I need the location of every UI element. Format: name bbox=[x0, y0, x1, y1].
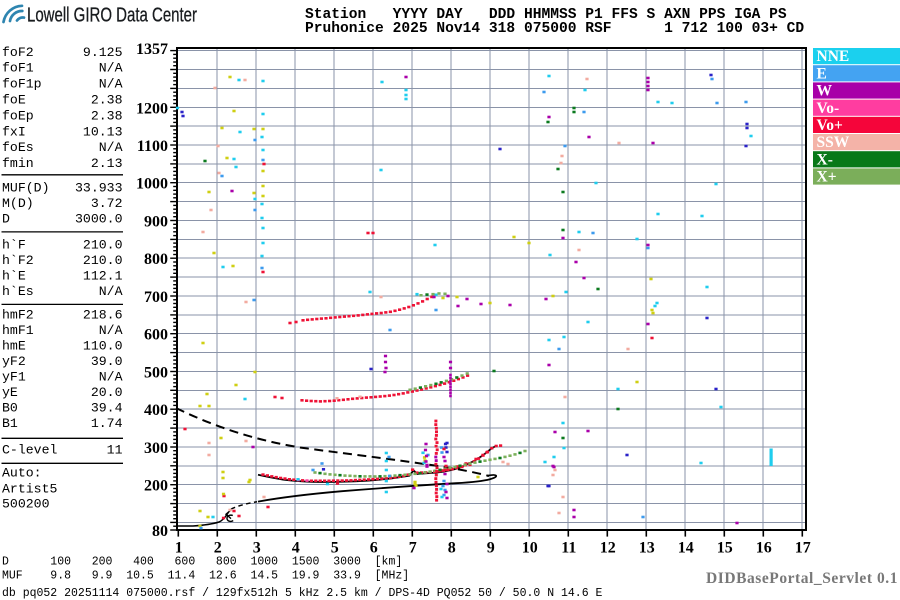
svg-text:2.38: 2.38 bbox=[91, 108, 123, 123]
svg-text:X+: X+ bbox=[817, 169, 837, 186]
svg-text:D: D bbox=[2, 212, 10, 227]
svg-text:800: 800 bbox=[144, 251, 168, 268]
svg-text:1200: 1200 bbox=[136, 100, 168, 117]
svg-text:9: 9 bbox=[487, 540, 495, 557]
svg-text:6: 6 bbox=[370, 540, 378, 557]
svg-text:fxI: fxI bbox=[2, 124, 26, 139]
svg-text:14: 14 bbox=[678, 540, 694, 557]
svg-text:3000.0: 3000.0 bbox=[75, 212, 123, 227]
svg-text:12: 12 bbox=[600, 540, 616, 557]
svg-text:N/A: N/A bbox=[99, 61, 123, 76]
svg-text:110.0: 110.0 bbox=[83, 339, 123, 354]
svg-text:foE: foE bbox=[2, 93, 26, 108]
svg-text:N/A: N/A bbox=[99, 323, 123, 338]
svg-text:17: 17 bbox=[795, 540, 811, 557]
svg-text:3.72: 3.72 bbox=[91, 196, 123, 211]
svg-text:N/A: N/A bbox=[99, 140, 123, 155]
svg-text:500200: 500200 bbox=[2, 497, 50, 512]
svg-text:300: 300 bbox=[144, 440, 168, 457]
svg-text:210.0: 210.0 bbox=[83, 253, 123, 268]
svg-text:h`E: h`E bbox=[2, 268, 26, 283]
svg-text:600: 600 bbox=[144, 327, 168, 344]
svg-text:E: E bbox=[817, 65, 827, 82]
svg-text:MUF 9.8 9.9 10.5 11.4: MUF 9.8 9.9 10.5 11.4 12.6 14.5 19.9 33.… bbox=[2, 569, 409, 582]
svg-text:h`Es: h`Es bbox=[2, 284, 34, 299]
svg-text:2.13: 2.13 bbox=[91, 156, 123, 171]
svg-text:yF2: yF2 bbox=[2, 354, 26, 369]
svg-text:1.74: 1.74 bbox=[91, 416, 123, 431]
svg-text:1357: 1357 bbox=[136, 41, 168, 58]
svg-text:C-level: C-level bbox=[2, 442, 57, 457]
svg-text:33.933: 33.933 bbox=[75, 180, 123, 195]
svg-text:hmF2: hmF2 bbox=[2, 308, 34, 323]
svg-text:h`F2: h`F2 bbox=[2, 253, 34, 268]
svg-text:foF1p: foF1p bbox=[2, 77, 42, 92]
svg-text:Vo-: Vo- bbox=[817, 100, 840, 117]
svg-text:DIDBasePortal_Servlet 0.1: DIDBasePortal_Servlet 0.1 bbox=[706, 570, 898, 587]
svg-text:foF2: foF2 bbox=[2, 45, 34, 60]
svg-text:Pruhonice 2025 Nov14 318 07500: Pruhonice 2025 Nov14 318 075000 RSF 1 71… bbox=[305, 21, 804, 37]
svg-text:B1: B1 bbox=[2, 416, 18, 431]
svg-text:1: 1 bbox=[175, 540, 183, 557]
svg-text:2: 2 bbox=[214, 540, 222, 557]
svg-text:10.13: 10.13 bbox=[83, 124, 123, 139]
svg-text:210.0: 210.0 bbox=[83, 238, 123, 253]
svg-text:500: 500 bbox=[144, 364, 168, 381]
svg-text:W: W bbox=[817, 83, 833, 100]
svg-text:39.0: 39.0 bbox=[91, 354, 123, 369]
svg-text:13: 13 bbox=[639, 540, 655, 557]
svg-text:15: 15 bbox=[717, 540, 733, 557]
svg-text:7: 7 bbox=[409, 540, 417, 557]
svg-text:Lowell GIRO Data Center: Lowell GIRO Data Center bbox=[27, 3, 197, 26]
svg-text:B0: B0 bbox=[2, 401, 18, 416]
svg-text:M(D): M(D) bbox=[2, 196, 34, 211]
svg-text:X-: X- bbox=[817, 151, 833, 168]
svg-text:200: 200 bbox=[144, 478, 168, 495]
svg-text:N/A: N/A bbox=[99, 284, 123, 299]
svg-text:db pq052 20251114 075000.rsf /: db pq052 20251114 075000.rsf / 129fx512h… bbox=[2, 587, 602, 600]
svg-text:11: 11 bbox=[561, 540, 576, 557]
svg-text:NNE: NNE bbox=[817, 48, 850, 65]
svg-text:foEs: foEs bbox=[2, 140, 34, 155]
svg-text:16: 16 bbox=[756, 540, 772, 557]
svg-text:8: 8 bbox=[448, 540, 456, 557]
svg-text:5: 5 bbox=[331, 540, 339, 557]
svg-text:900: 900 bbox=[144, 213, 168, 230]
svg-text:4: 4 bbox=[292, 540, 300, 557]
svg-text:yE: yE bbox=[2, 385, 18, 400]
svg-text:N/A: N/A bbox=[99, 77, 123, 92]
svg-text:yF1: yF1 bbox=[2, 370, 26, 385]
svg-text:11: 11 bbox=[107, 442, 123, 457]
svg-text:39.4: 39.4 bbox=[91, 401, 123, 416]
svg-text:foEp: foEp bbox=[2, 108, 34, 123]
svg-text:foF1: foF1 bbox=[2, 61, 34, 76]
svg-text:Auto:: Auto: bbox=[2, 466, 42, 481]
svg-text:20.0: 20.0 bbox=[91, 385, 123, 400]
svg-text:N/A: N/A bbox=[99, 370, 123, 385]
svg-text:700: 700 bbox=[144, 289, 168, 306]
svg-text:Artist5: Artist5 bbox=[2, 481, 57, 496]
svg-text:h`F: h`F bbox=[2, 238, 26, 253]
svg-text:1100: 1100 bbox=[137, 138, 168, 155]
svg-text:hmE: hmE bbox=[2, 339, 26, 354]
svg-text:SSW: SSW bbox=[817, 134, 850, 151]
svg-text:1000: 1000 bbox=[136, 176, 168, 193]
svg-text:10: 10 bbox=[522, 540, 538, 557]
svg-text:218.6: 218.6 bbox=[83, 308, 123, 323]
svg-text:2.38: 2.38 bbox=[91, 93, 123, 108]
svg-text:Station YYYY DAY DDD HHMMS: Station YYYY DAY DDD HHMMSS P1 FFS S AXN… bbox=[305, 7, 787, 23]
svg-text:400: 400 bbox=[144, 402, 168, 419]
svg-text:fmin: fmin bbox=[2, 156, 34, 171]
svg-text:MUF(D): MUF(D) bbox=[2, 180, 49, 195]
svg-text:D 100 200 400 600: D 100 200 400 600 800 1000 1500 3000 [km… bbox=[2, 555, 402, 568]
svg-text:Vo+: Vo+ bbox=[817, 117, 844, 134]
svg-text:9.125: 9.125 bbox=[83, 45, 123, 60]
svg-text:3: 3 bbox=[253, 540, 261, 557]
svg-text:112.1: 112.1 bbox=[83, 268, 123, 283]
svg-text:hmF1: hmF1 bbox=[2, 323, 34, 338]
svg-text:80: 80 bbox=[152, 523, 168, 540]
